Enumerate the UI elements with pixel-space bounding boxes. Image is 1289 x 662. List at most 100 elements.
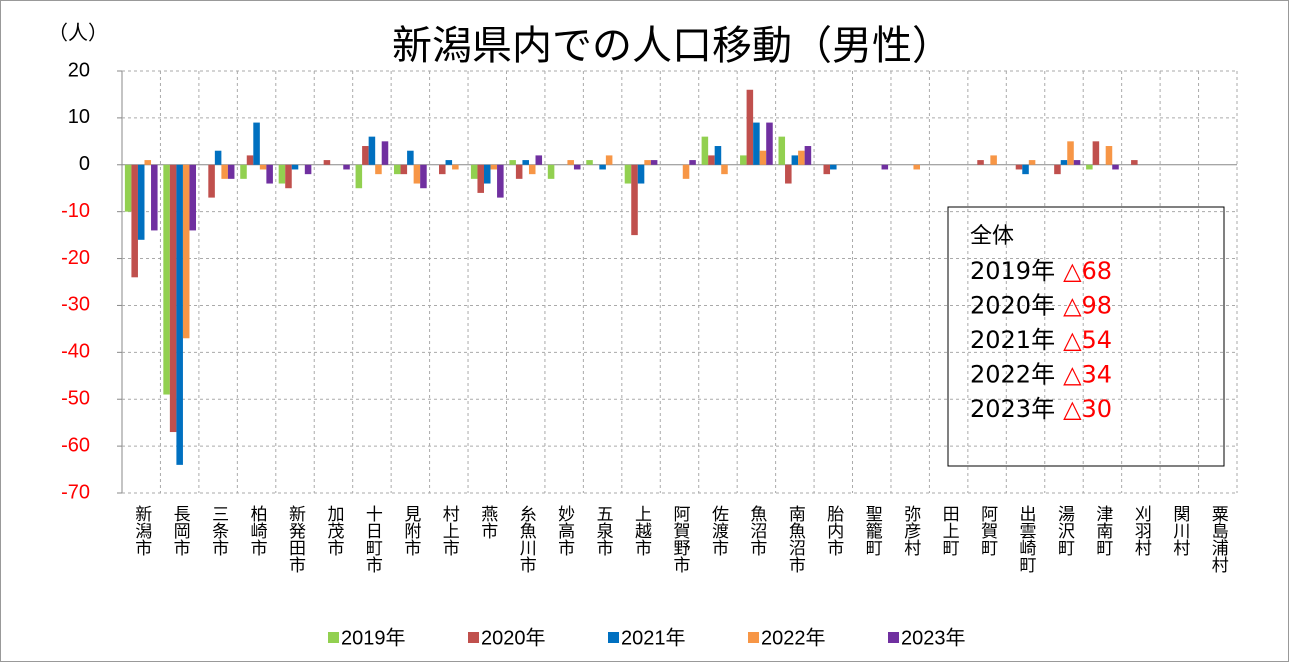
bar <box>368 136 376 165</box>
bar <box>343 164 350 170</box>
y-tick-label: 10 <box>68 106 90 128</box>
bar <box>714 146 722 165</box>
bar <box>445 160 453 165</box>
bar <box>253 122 260 165</box>
legend-swatch <box>468 632 479 643</box>
x-tick-label: 出雲崎町 <box>1016 505 1037 573</box>
x-tick-label: 南魚沼市 <box>785 505 806 573</box>
bar <box>355 164 363 189</box>
x-tick-label: 刈羽村 <box>1131 505 1152 556</box>
legend-swatch <box>888 632 899 643</box>
x-tick-label: 新潟市 <box>131 505 152 556</box>
x-tick-label: 阿賀野市 <box>670 505 691 573</box>
bar <box>913 164 920 170</box>
bar <box>1015 164 1023 170</box>
bar <box>497 164 504 198</box>
bar <box>227 164 235 179</box>
legend-label: 2020年 <box>481 626 546 649</box>
legend-swatch <box>608 632 619 643</box>
bar <box>221 164 228 179</box>
y-tick-label: 20 <box>68 59 90 81</box>
bar <box>1028 160 1036 165</box>
bar <box>753 122 760 165</box>
bar <box>240 164 247 179</box>
bar <box>381 141 389 165</box>
bar <box>375 164 382 175</box>
bar <box>477 164 484 193</box>
y-tick-label: -10 <box>61 200 90 222</box>
x-tick-label: 粟島浦村 <box>1208 505 1229 573</box>
bar <box>701 136 709 165</box>
bar <box>624 164 632 184</box>
bar <box>522 160 529 165</box>
x-tick-label: 村上市 <box>439 505 460 556</box>
bar <box>682 164 690 179</box>
y-tick-label: -30 <box>61 294 90 316</box>
x-tick-label: 聖籠町 <box>862 505 883 556</box>
legend-swatch <box>328 632 339 643</box>
bar <box>689 160 696 165</box>
bar <box>740 155 747 165</box>
annotation-value: △68 <box>1063 257 1112 285</box>
bar <box>830 164 837 170</box>
bar <box>483 164 491 184</box>
legend-label: 2022年 <box>761 626 826 649</box>
x-tick-label: 阿賀町 <box>977 505 998 556</box>
bar <box>452 164 459 170</box>
x-tick-label: 五泉市 <box>593 505 614 556</box>
annotation-value: △34 <box>1063 361 1112 389</box>
bar <box>266 164 273 184</box>
bar <box>791 155 799 165</box>
annotation-year: 2021年 <box>970 326 1055 354</box>
annotation-item: 2021年 △54 <box>970 326 1112 354</box>
y-tick-label: 0 <box>79 153 90 175</box>
bar <box>515 164 523 179</box>
bar <box>285 164 292 189</box>
x-tick-label: 糸魚川市 <box>516 505 537 573</box>
bar <box>182 164 190 339</box>
bar <box>124 164 132 212</box>
x-tick-label: 燕市 <box>477 505 498 539</box>
bar <box>804 146 812 165</box>
bar <box>169 164 177 433</box>
bar <box>637 164 645 184</box>
bar <box>246 155 254 165</box>
bar <box>605 155 613 165</box>
bar <box>1022 164 1029 175</box>
bar <box>151 164 158 231</box>
annotation-item: 2020年 △98 <box>970 292 1112 320</box>
bar <box>323 160 331 165</box>
legend-label: 2021年 <box>621 626 686 649</box>
bar <box>535 155 543 165</box>
chart-title: 新潟県内での人口移動（男性） <box>392 23 952 69</box>
x-tick-label: 新発田市 <box>285 505 306 573</box>
bar <box>400 164 408 175</box>
x-tick-label: 佐渡市 <box>708 505 729 556</box>
bar <box>163 164 170 395</box>
bar <box>573 164 581 170</box>
bar <box>721 164 728 175</box>
annotation-value: △98 <box>1063 292 1112 320</box>
annotation-title: 全体 <box>970 224 1014 249</box>
bar <box>490 164 498 170</box>
bar <box>509 160 516 165</box>
bar <box>766 122 773 165</box>
bar <box>1067 141 1074 165</box>
bar <box>144 160 152 165</box>
bar <box>291 164 299 170</box>
bar <box>644 160 651 165</box>
x-tick-label: 妙高市 <box>554 505 575 556</box>
bar <box>137 164 145 240</box>
annotation-year: 2020年 <box>970 292 1055 320</box>
bar <box>547 164 555 179</box>
bar <box>599 164 606 170</box>
x-tick-label: 津南町 <box>1092 505 1113 556</box>
x-tick-label: 加茂市 <box>323 505 344 556</box>
annotation-box <box>947 206 1225 467</box>
y-tick-label: -20 <box>61 247 90 269</box>
bar <box>259 164 267 170</box>
bar <box>881 164 889 170</box>
bar <box>214 150 222 165</box>
bar <box>176 164 183 465</box>
